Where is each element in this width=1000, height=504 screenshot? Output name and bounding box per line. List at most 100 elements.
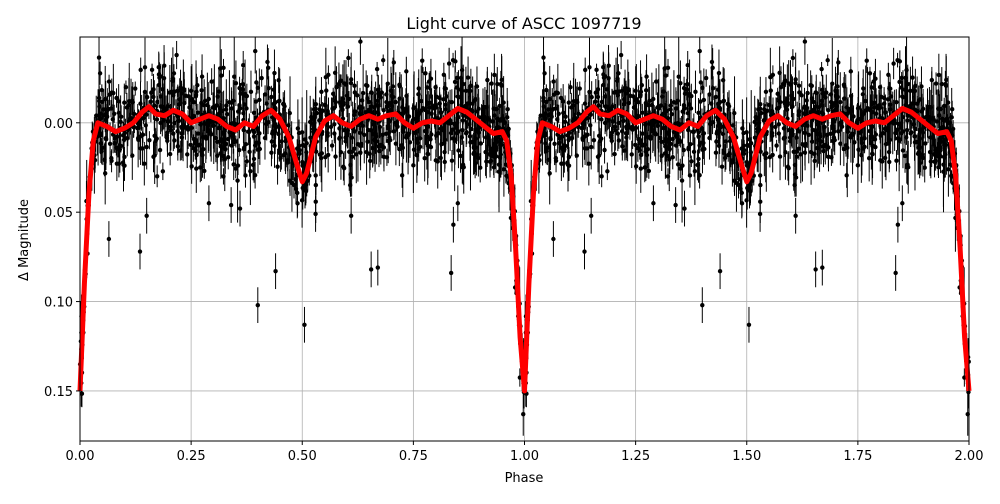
data-point <box>229 203 233 207</box>
data-point <box>803 39 807 43</box>
data-point <box>176 119 180 123</box>
data-point <box>354 152 358 156</box>
data-point <box>341 100 345 104</box>
data-point <box>115 161 119 165</box>
data-point <box>245 159 249 163</box>
observation-point <box>174 41 178 69</box>
data-point <box>499 152 503 156</box>
observation-point <box>236 156 240 175</box>
observation-point <box>341 86 345 119</box>
data-point <box>547 171 551 175</box>
data-point <box>464 131 468 135</box>
data-point <box>109 106 113 110</box>
data-point <box>764 90 768 94</box>
data-point <box>844 173 848 177</box>
data-point <box>233 138 237 142</box>
data-point <box>256 303 260 307</box>
data-point <box>450 100 454 104</box>
data-point <box>178 148 182 152</box>
observation-point <box>369 252 373 288</box>
data-point <box>347 97 351 101</box>
data-point <box>279 139 283 143</box>
observation-point <box>237 77 241 100</box>
data-point <box>218 106 222 110</box>
data-point <box>350 135 354 139</box>
data-point <box>107 79 111 83</box>
data-point <box>99 111 103 115</box>
data-point <box>686 63 690 67</box>
data-point <box>397 83 401 87</box>
data-point <box>251 163 255 167</box>
data-point <box>147 138 151 142</box>
data-point <box>181 87 185 91</box>
data-point <box>910 75 914 79</box>
data-point <box>189 164 193 168</box>
data-point <box>297 144 301 148</box>
data-point <box>247 150 251 154</box>
data-point <box>273 100 277 104</box>
data-point <box>489 81 493 85</box>
data-point <box>349 214 353 218</box>
data-point <box>186 94 190 98</box>
data-point <box>488 159 492 163</box>
data-point <box>563 114 567 118</box>
data-point <box>575 153 579 157</box>
data-point <box>422 156 426 160</box>
observation-point <box>300 97 304 167</box>
data-point <box>125 105 129 109</box>
data-point <box>768 155 772 159</box>
data-point <box>252 157 256 161</box>
data-point <box>451 58 455 62</box>
data-point <box>353 109 357 113</box>
data-point <box>103 97 107 101</box>
data-point <box>257 141 261 145</box>
data-point <box>195 83 199 87</box>
data-point <box>415 153 419 157</box>
data-point <box>194 166 198 170</box>
data-point <box>401 130 405 134</box>
observation-point <box>819 62 823 76</box>
observation-point <box>803 37 807 65</box>
data-point <box>122 155 126 159</box>
data-point <box>347 150 351 154</box>
observation-point <box>447 48 451 79</box>
data-point <box>638 94 642 98</box>
data-point <box>144 123 148 127</box>
data-point <box>456 148 460 152</box>
data-point <box>275 164 279 168</box>
data-point <box>314 183 318 187</box>
observation-point <box>438 111 442 147</box>
data-point <box>138 68 142 72</box>
observation-point <box>791 49 795 67</box>
data-point <box>689 159 693 163</box>
observation-point <box>358 126 362 139</box>
data-point <box>373 131 377 135</box>
data-point <box>107 92 111 96</box>
observation-point <box>462 141 466 194</box>
data-point <box>426 152 430 156</box>
observation-point <box>302 307 306 343</box>
data-point <box>375 103 379 107</box>
data-point <box>172 138 176 142</box>
data-point <box>427 79 431 83</box>
observation-point <box>314 175 318 195</box>
data-point <box>150 68 154 72</box>
data-point <box>434 158 438 162</box>
data-point <box>426 110 430 114</box>
data-point <box>430 104 434 108</box>
data-point <box>551 79 555 83</box>
data-point <box>208 130 212 134</box>
data-point <box>165 136 169 140</box>
data-point <box>107 237 111 241</box>
observation-point <box>253 37 257 73</box>
data-point <box>326 73 330 77</box>
data-point <box>304 150 308 154</box>
data-point <box>151 87 155 91</box>
data-point <box>456 201 460 205</box>
data-point <box>265 60 269 64</box>
data-point <box>891 61 895 65</box>
data-point <box>466 75 470 79</box>
data-point <box>394 141 398 145</box>
data-point <box>133 86 137 90</box>
